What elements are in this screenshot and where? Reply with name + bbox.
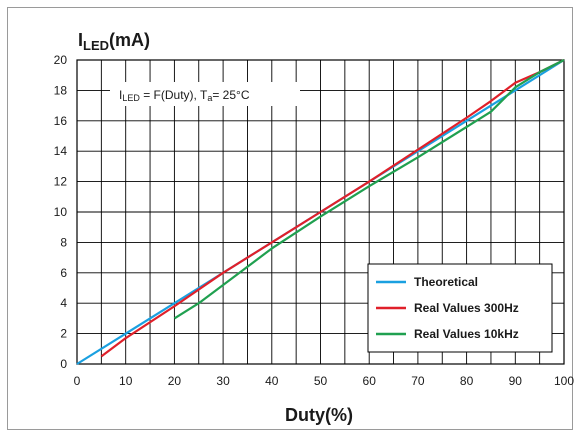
- x-tick-label: 70: [411, 374, 425, 388]
- legend: Theoretical Real Values 300Hz Real Values …: [367, 263, 553, 353]
- x-tick-label: 100: [554, 374, 574, 388]
- series-line-2: [100, 59, 565, 358]
- y-tick-label: 10: [54, 205, 68, 219]
- x-tick-label: 50: [314, 374, 328, 388]
- y-tick-label: 6: [60, 266, 67, 280]
- x-tick-label: 10: [119, 374, 133, 388]
- y-tick-label: 14: [54, 144, 68, 158]
- y-tick-label: 8: [60, 235, 67, 249]
- annotation-box: ILED = F(Duty), Ta= 25°C: [110, 82, 300, 106]
- y-tick-label: 12: [54, 175, 68, 189]
- tick-labels: 0 2 4 6 8 10 12 14 16 18 20 0 10 20 30 40 50 60 70 80 90 100: [54, 53, 575, 388]
- legend-label: Theoretical: [414, 275, 478, 289]
- x-tick-label: 90: [509, 374, 523, 388]
- annotation-text: ILED = F(Duty), Ta= 25°C: [119, 88, 250, 103]
- x-tick-label: 20: [168, 374, 182, 388]
- x-tick-label: 40: [265, 374, 279, 388]
- legend-label: Real Values 10kHz: [414, 327, 519, 341]
- x-axis-label: Duty(%): [285, 405, 353, 425]
- plot-border: [76, 59, 565, 365]
- x-tick-label: 30: [216, 374, 230, 388]
- x-tick-label: 80: [460, 374, 474, 388]
- legend-label: Real Values 300Hz: [414, 301, 519, 315]
- y-tick-label: 2: [60, 327, 67, 341]
- y-tick-label: 18: [54, 83, 68, 97]
- y-tick-label: 20: [54, 53, 68, 67]
- series-line-3: [173, 59, 565, 320]
- y-axis-label: ILED(mA): [78, 30, 150, 53]
- x-tick-label: 60: [363, 374, 377, 388]
- y-tick-label: 0: [60, 357, 67, 371]
- y-tick-label: 16: [54, 114, 68, 128]
- y-tick-label: 4: [60, 296, 67, 310]
- x-tick-label: 0: [74, 374, 81, 388]
- series-group: [76, 59, 565, 365]
